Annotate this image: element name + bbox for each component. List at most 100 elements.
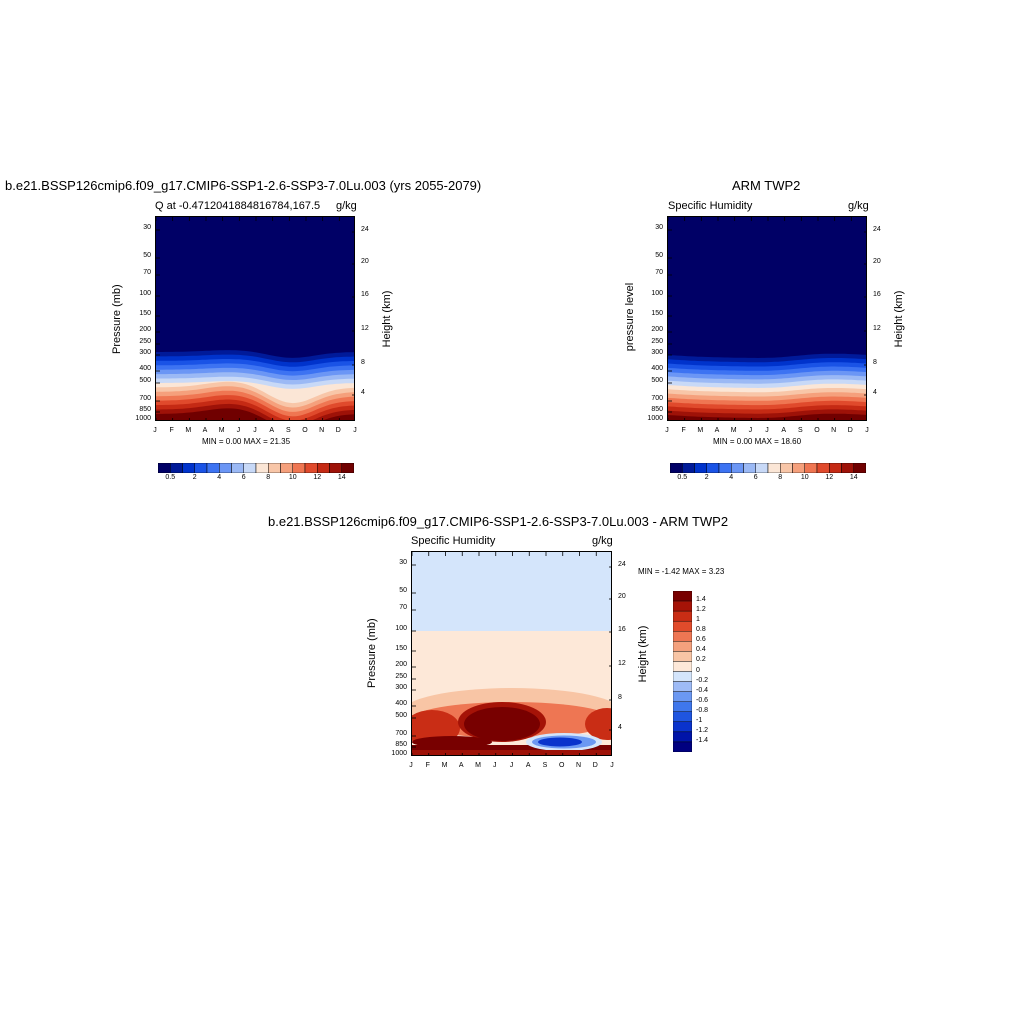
colorbar-tick-label: 0.6	[696, 636, 706, 644]
pressure-tick-label: 700	[139, 395, 151, 402]
colorbar-swatch	[743, 462, 756, 474]
colorbar-swatch	[804, 462, 818, 474]
colorbar-swatch	[280, 462, 293, 474]
month-tick-label: F	[681, 427, 686, 434]
month-tick-label: M	[185, 427, 192, 434]
colorbar-swatch	[672, 681, 693, 692]
colorbar-swatch	[255, 462, 269, 474]
height-tick-label: 12	[361, 325, 369, 332]
month-tick-label: J	[748, 427, 753, 434]
pressure-tick-label: 200	[395, 661, 407, 668]
colorbar-tick-label: 2	[704, 474, 709, 481]
pressure-tick-label: 500	[395, 712, 407, 719]
month-tick-label: J	[865, 427, 869, 434]
panel3-variable-label: Specific Humidity	[411, 535, 496, 547]
panel3-colorbar	[672, 590, 693, 753]
height-tick-label: 8	[361, 359, 365, 366]
pressure-tick-label: 1000	[391, 750, 407, 757]
month-tick-label: J	[236, 427, 241, 434]
month-tick-label: D	[335, 427, 341, 434]
height-tick-label: 20	[873, 258, 881, 265]
colorbar-swatch	[731, 462, 744, 474]
pressure-tick-label: 1000	[647, 415, 663, 422]
month-tick-label: D	[592, 762, 598, 769]
height-tick-label: 4	[361, 389, 365, 396]
month-tick-label: O	[559, 762, 565, 769]
pressure-tick-label: 300	[395, 684, 407, 691]
height-tick-label: 16	[873, 291, 881, 298]
colorbar-swatch	[170, 462, 183, 474]
pressure-tick-label: 250	[395, 673, 407, 680]
pressure-tick-label: 200	[139, 326, 151, 333]
height-tick-label: 20	[618, 593, 626, 600]
month-tick-label: J	[493, 762, 497, 769]
colorbar-tick-label: 0	[696, 666, 700, 674]
colorbar-tick-label: 1.4	[696, 596, 706, 604]
colorbar-tick-label: -0.2	[696, 676, 709, 684]
panel1-title: b.e21.BSSP126cmip6.f09_g17.CMIP6-SSP1-2.…	[5, 178, 482, 193]
colorbar-tick-label: 12	[313, 474, 322, 481]
month-tick-label: S	[797, 427, 803, 434]
pressure-tick-label: 250	[139, 338, 151, 345]
month-tick-label: M	[730, 427, 737, 434]
colorbar-swatch	[672, 691, 693, 702]
pressure-tick-label: 70	[655, 269, 663, 276]
height-tick-label: 24	[361, 226, 369, 233]
pressure-tick-label: 250	[651, 338, 663, 345]
pressure-tick-label: 300	[139, 349, 151, 356]
colorbar-tick-label: 8	[266, 474, 271, 481]
panel3-minmax: MIN = -1.42 MAX = 3.23	[638, 567, 725, 576]
positive-anomaly-east	[585, 708, 611, 740]
panel1-y-axis-label: Pressure (mb)	[111, 284, 123, 354]
month-tick-label: M	[475, 762, 481, 769]
pressure-tick-label: 400	[651, 365, 663, 372]
month-tick-label: O	[302, 427, 308, 434]
pressure-tick-label: 70	[143, 269, 151, 276]
panel2-contour-field	[668, 217, 866, 420]
colorbar-tick-label: 1.2	[696, 606, 706, 614]
colorbar-tick-label: -0.8	[696, 706, 709, 714]
colorbar-tick-label: 0.4	[696, 646, 706, 654]
pressure-tick-label: 30	[655, 224, 663, 231]
colorbar-tick-label: 14	[337, 474, 346, 481]
colorbar-swatch	[292, 462, 306, 474]
colorbar-swatch	[672, 741, 693, 753]
pressure-tick-label: 300	[651, 349, 663, 356]
pressure-tick-label: 50	[655, 252, 663, 259]
month-tick-label: N	[831, 427, 837, 434]
positive-anomaly-max	[464, 707, 540, 741]
month-tick-label: A	[202, 427, 208, 434]
pressure-tick-label: 50	[399, 587, 407, 594]
colorbar-swatch	[841, 462, 854, 474]
colorbar-swatch	[672, 671, 693, 682]
colorbar-swatch	[672, 711, 693, 723]
month-tick-label: S	[542, 762, 548, 769]
month-tick-label: A	[714, 427, 720, 434]
height-tick-label: 16	[618, 626, 626, 633]
colorbar-swatch	[672, 641, 693, 652]
month-tick-label: J	[253, 427, 257, 434]
panel3-plot-area	[411, 551, 612, 756]
colorbar-tick-label: 4	[729, 474, 734, 481]
panel1-right-axis-label: Height (km)	[381, 290, 393, 348]
panel3-contour-field	[412, 552, 611, 755]
month-tick-label: J	[765, 427, 769, 434]
colorbar-swatch	[672, 600, 693, 612]
month-tick-label: A	[458, 762, 464, 769]
height-tick-label: 4	[618, 724, 622, 731]
panel3-units-label: g/kg	[592, 535, 613, 547]
colorbar-tick-label: 1	[696, 616, 700, 624]
colorbar-tick-label: 0.5	[165, 474, 176, 481]
panel2-title: ARM TWP2	[732, 178, 801, 193]
panel3-right-axis-label: Height (km)	[637, 625, 649, 683]
colorbar-swatch	[672, 620, 693, 632]
colorbar-swatch	[767, 462, 781, 474]
month-tick-label: M	[218, 427, 225, 434]
pressure-tick-label: 200	[651, 326, 663, 333]
colorbar-swatch	[829, 462, 842, 474]
panel1-minmax: MIN = 0.00 MAX = 21.35	[202, 437, 291, 446]
colorbar-tick-label: -0.4	[696, 686, 709, 694]
month-tick-label: J	[409, 762, 413, 769]
height-tick-label: 24	[618, 561, 626, 568]
colorbar-swatch	[755, 462, 769, 474]
